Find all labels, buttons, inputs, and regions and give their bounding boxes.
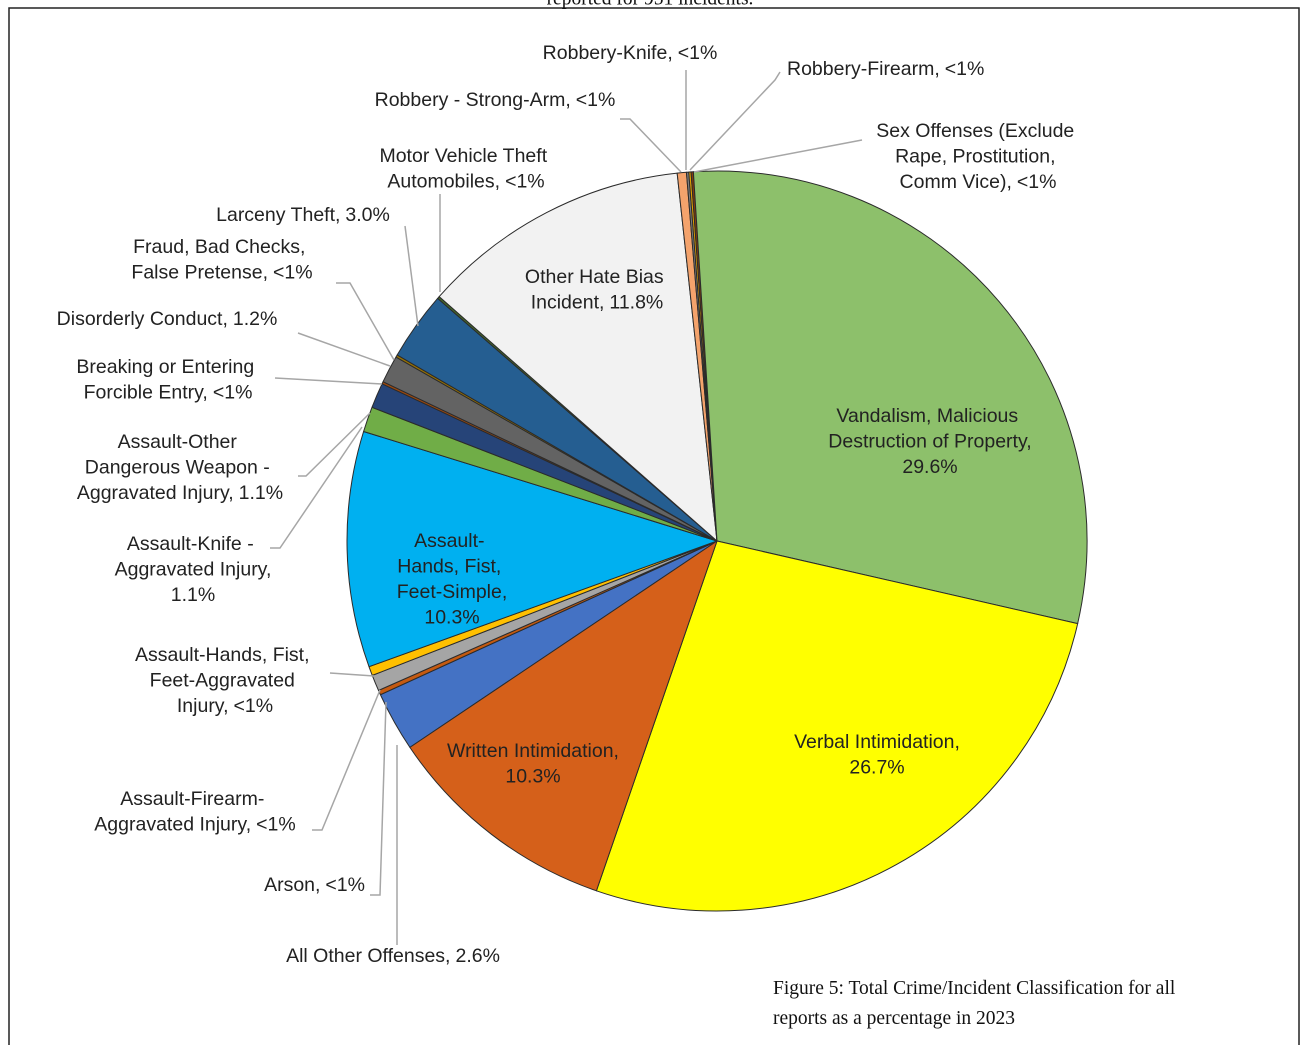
value-label: <1% [576, 89, 616, 111]
category-label: Vandalism, Malicious Destruction of Prop… [828, 405, 1031, 453]
pie-slice [692, 170, 1088, 625]
chart-frame [8, 7, 1300, 1045]
category-label: Assault-Other Dangerous Weapon - Aggrava… [77, 431, 275, 504]
value-label: 1.1% [171, 584, 215, 606]
category-label: Arson, [264, 874, 320, 896]
value-label: 2.6% [455, 945, 499, 967]
category-label: Verbal Intimidation, [794, 731, 960, 753]
leader-line [329, 672, 375, 677]
value-label: <1% [945, 58, 985, 80]
category-label: Assault-Firearm- Aggravated Injury, [94, 788, 269, 836]
labels: All Other Offenses, 2.6%Arson, <1%Assault-… [57, 42, 1080, 967]
pie-slice [595, 540, 1079, 912]
category-label: Robbery - Strong-Arm, [375, 89, 571, 111]
category-label: Other Hate Bias Incident, [525, 266, 669, 314]
category-label: Assault-Knife - Aggravated Injury, [115, 533, 272, 581]
value-label: 10.3% [505, 766, 560, 788]
value-label: 3.0% [345, 204, 389, 226]
leader-line [689, 71, 781, 171]
leader-line [620, 118, 682, 173]
value-label: <1% [325, 874, 365, 896]
leader-line [404, 225, 419, 327]
value-label: <1% [678, 42, 718, 64]
leader-line [336, 282, 395, 361]
category-label: Assault-Hands, Fist, Feet-Aggravated Inj… [135, 644, 315, 717]
pie-slice [438, 172, 718, 542]
category-label: Fraud, Bad Checks, False Pretense, [131, 236, 310, 284]
category-label: Assault- Hands, Fist, Feet-Simple, [397, 530, 508, 603]
value-label: 26.7% [849, 757, 904, 779]
leader-line [297, 332, 391, 367]
leader-line [270, 426, 363, 549]
value-label: 10.3% [424, 607, 479, 629]
value-label: <1% [273, 262, 313, 284]
category-label: Motor Vehicle Theft Automobiles, [379, 145, 552, 193]
category-label: Sex Offenses (Exclude Rape, Prostitution… [876, 120, 1079, 193]
pie-slice [346, 430, 718, 668]
category-label: Breaking or Entering Forcible Entry, [76, 356, 259, 404]
category-label: Robbery-Firearm, [787, 58, 940, 80]
leader-line [298, 412, 371, 477]
value-label: <1% [256, 814, 296, 836]
value-label: 1.1% [239, 482, 283, 504]
leader-line [370, 701, 387, 896]
value-label: 1.2% [233, 308, 277, 330]
leader-line [274, 377, 383, 385]
category-label: Robbery-Knife, [543, 42, 673, 64]
pie-slice [409, 540, 718, 892]
category-label: Larceny Theft, [216, 204, 340, 226]
leader-line [312, 689, 381, 831]
value-label: <1% [505, 171, 545, 193]
category-label: Disorderly Conduct, [57, 308, 228, 330]
header-text: reported for 951 incidents. [547, 0, 754, 9]
value-label: <1% [234, 695, 274, 717]
value-label: <1% [1017, 171, 1057, 193]
value-label: 29.6% [902, 456, 957, 478]
value-label: <1% [213, 382, 253, 404]
pie [346, 170, 1088, 912]
caption: Figure 5: Total Crime/Incident Classific… [773, 978, 1180, 1029]
category-label: Written Intimidation, [447, 740, 619, 762]
value-label: 11.8% [609, 292, 663, 314]
leader-line [693, 139, 863, 173]
category-label: All Other Offenses, [286, 945, 450, 967]
